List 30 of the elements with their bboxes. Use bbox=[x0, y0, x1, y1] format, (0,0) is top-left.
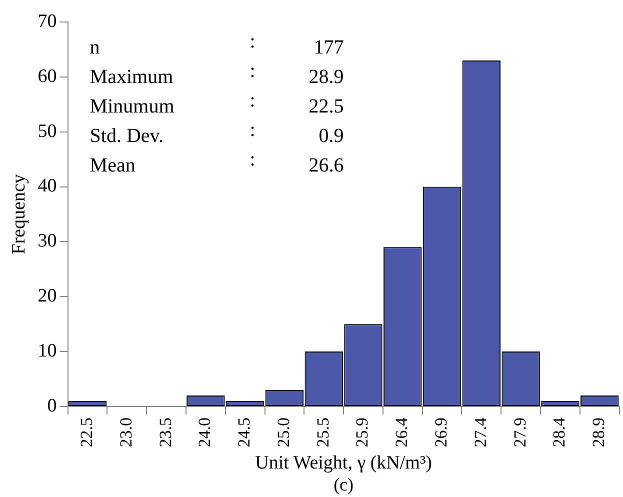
x-tick-label: 26.4 bbox=[392, 416, 412, 448]
x-tick-label: 23.5 bbox=[156, 417, 175, 448]
x-tick-label: 25.9 bbox=[352, 417, 372, 448]
x-tick-label: 27.9 bbox=[510, 417, 530, 448]
x-tick-label: 25.5 bbox=[313, 417, 332, 448]
x-tick-label: 26.9 bbox=[432, 417, 450, 448]
x-tick-label: 25.0 bbox=[274, 417, 293, 448]
y-tick-label: 40 bbox=[38, 176, 57, 197]
y-tick-label: 0 bbox=[47, 395, 57, 416]
text: (c) bbox=[334, 474, 354, 495]
x-tick-label: 23.0 bbox=[116, 417, 136, 448]
x-tick-label: 22.5 bbox=[76, 417, 96, 448]
x-axis-title: Unit Weight, γ (kN/m³) bbox=[255, 452, 432, 474]
text: n : 177 bbox=[90, 30, 344, 58]
text: Std. Dev. : 0.9 bbox=[90, 118, 344, 147]
y-tick-label: 10 bbox=[38, 340, 57, 362]
text: Minumum : 22.5 bbox=[90, 89, 344, 118]
y-tick-label: 50 bbox=[38, 120, 57, 142]
x-tick-label: 24.0 bbox=[195, 417, 214, 448]
x-tick-label: 28.9 bbox=[589, 417, 608, 448]
x-tick-label: 28.4 bbox=[550, 416, 569, 448]
y-axis-title: Frequency bbox=[8, 174, 30, 254]
text: Mean : 26.6 bbox=[90, 148, 344, 176]
y-tick-label: 70 bbox=[38, 10, 57, 32]
x-tick-label: 27.4 bbox=[470, 416, 490, 448]
y-tick-label: 20 bbox=[38, 286, 57, 307]
text: Maximum : 28.9 bbox=[90, 60, 344, 88]
y-tick-label: 30 bbox=[38, 230, 57, 252]
x-tick-label: 24.5 bbox=[234, 417, 254, 448]
y-tick-label: 60 bbox=[38, 66, 57, 87]
